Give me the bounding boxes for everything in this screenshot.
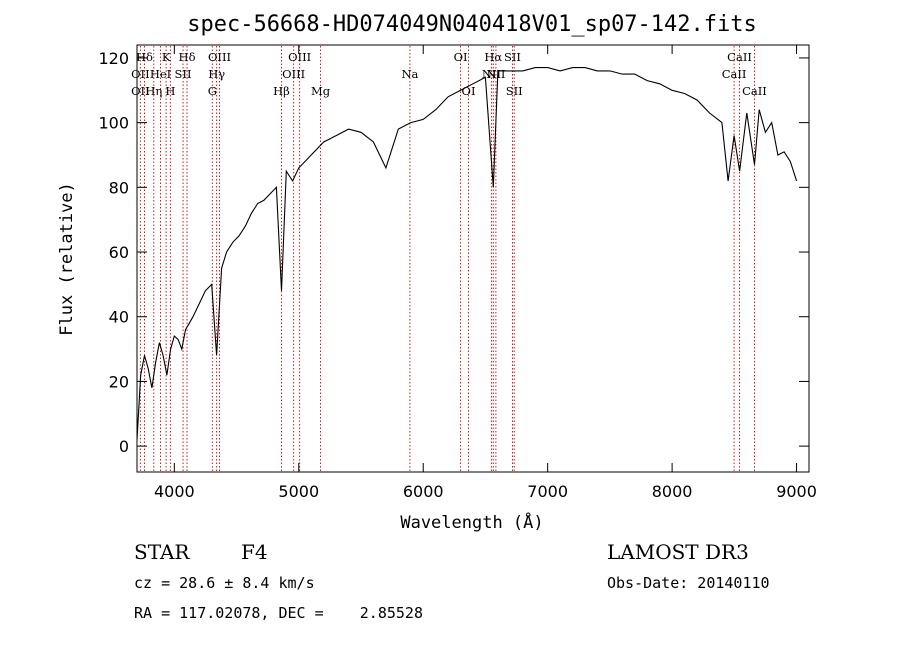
object-subclass: F4 bbox=[241, 540, 268, 564]
object-type: STAR bbox=[134, 540, 190, 564]
x-tick-label: 5000 bbox=[278, 482, 319, 501]
x-tick-label: 4000 bbox=[154, 482, 195, 501]
spectral-line-label: OIII bbox=[288, 50, 311, 64]
observation-date: Obs-Date: 20140110 bbox=[607, 574, 770, 592]
coordinates: RA = 117.02078, DEC = 2.85528 bbox=[134, 604, 423, 622]
x-tick-label: 9000 bbox=[776, 482, 817, 501]
redshift-info: cz = 28.6 ± 8.4 km/s bbox=[134, 574, 315, 592]
y-tick-label: 40 bbox=[109, 308, 129, 327]
spectrum-line bbox=[136, 67, 798, 440]
spectral-line-label: SII bbox=[175, 67, 192, 81]
spectral-line-label: CaII bbox=[742, 84, 767, 98]
spectral-line-label: Hη bbox=[145, 84, 162, 98]
spectral-line-label: SII bbox=[504, 50, 521, 64]
spectral-line-label: Hγ bbox=[208, 67, 225, 81]
spectral-line-label: NII bbox=[486, 67, 505, 81]
spectral-line-label: OI bbox=[454, 50, 468, 64]
y-tick-label: 60 bbox=[109, 243, 129, 262]
y-tick-label: 120 bbox=[98, 49, 129, 68]
spectral-line-label: CaII bbox=[722, 67, 747, 81]
y-tick-label: 80 bbox=[109, 178, 129, 197]
spectral-line-label: OIII bbox=[282, 67, 305, 81]
spectral-line-label: CaII bbox=[727, 50, 752, 64]
spectral-line-label: OII bbox=[131, 84, 150, 98]
x-axis-label: Wavelength (Å) bbox=[400, 511, 543, 533]
spectral-line-label: G bbox=[208, 84, 217, 98]
spectral-line-label: Hβ bbox=[273, 84, 290, 98]
spectral-line-label: NII bbox=[482, 67, 501, 81]
x-tick-label: 7000 bbox=[527, 482, 568, 501]
y-tick-label: 20 bbox=[109, 372, 129, 391]
plot-frame bbox=[136, 44, 810, 473]
x-tick-label: 8000 bbox=[652, 482, 693, 501]
axis-ticks: 4000 5000 6000 7000 8000 9000 0 20 40 60 80 100 120 bbox=[98, 45, 817, 501]
spectral-line-label: SII bbox=[506, 84, 523, 98]
survey-name: LAMOST DR3 bbox=[607, 540, 749, 564]
y-tick-label: 100 bbox=[98, 114, 129, 133]
spectral-line-label: Hδ bbox=[136, 50, 153, 64]
spectral-line-label: OIII bbox=[208, 50, 231, 64]
spectral-line-label: Hα bbox=[484, 50, 502, 64]
spectral-line-label: Mg bbox=[311, 84, 331, 98]
spectral-line-label: OII bbox=[131, 67, 150, 81]
spectral-line-label: HeI bbox=[150, 67, 171, 81]
spectral-line-label: H bbox=[165, 84, 175, 98]
spectral-line-label: K bbox=[162, 50, 171, 64]
x-tick-label: 6000 bbox=[403, 482, 444, 501]
y-tick-label: 0 bbox=[119, 437, 129, 456]
spectral-line-label: Na bbox=[401, 67, 418, 81]
spectral-line-label: Hδ bbox=[179, 50, 196, 64]
y-axis-label: Flux (relative) bbox=[57, 182, 77, 336]
chart-title: spec-56668-HD074049N040418V01_sp07-142.f… bbox=[187, 12, 757, 37]
spectral-line-markers bbox=[139, 46, 755, 471]
